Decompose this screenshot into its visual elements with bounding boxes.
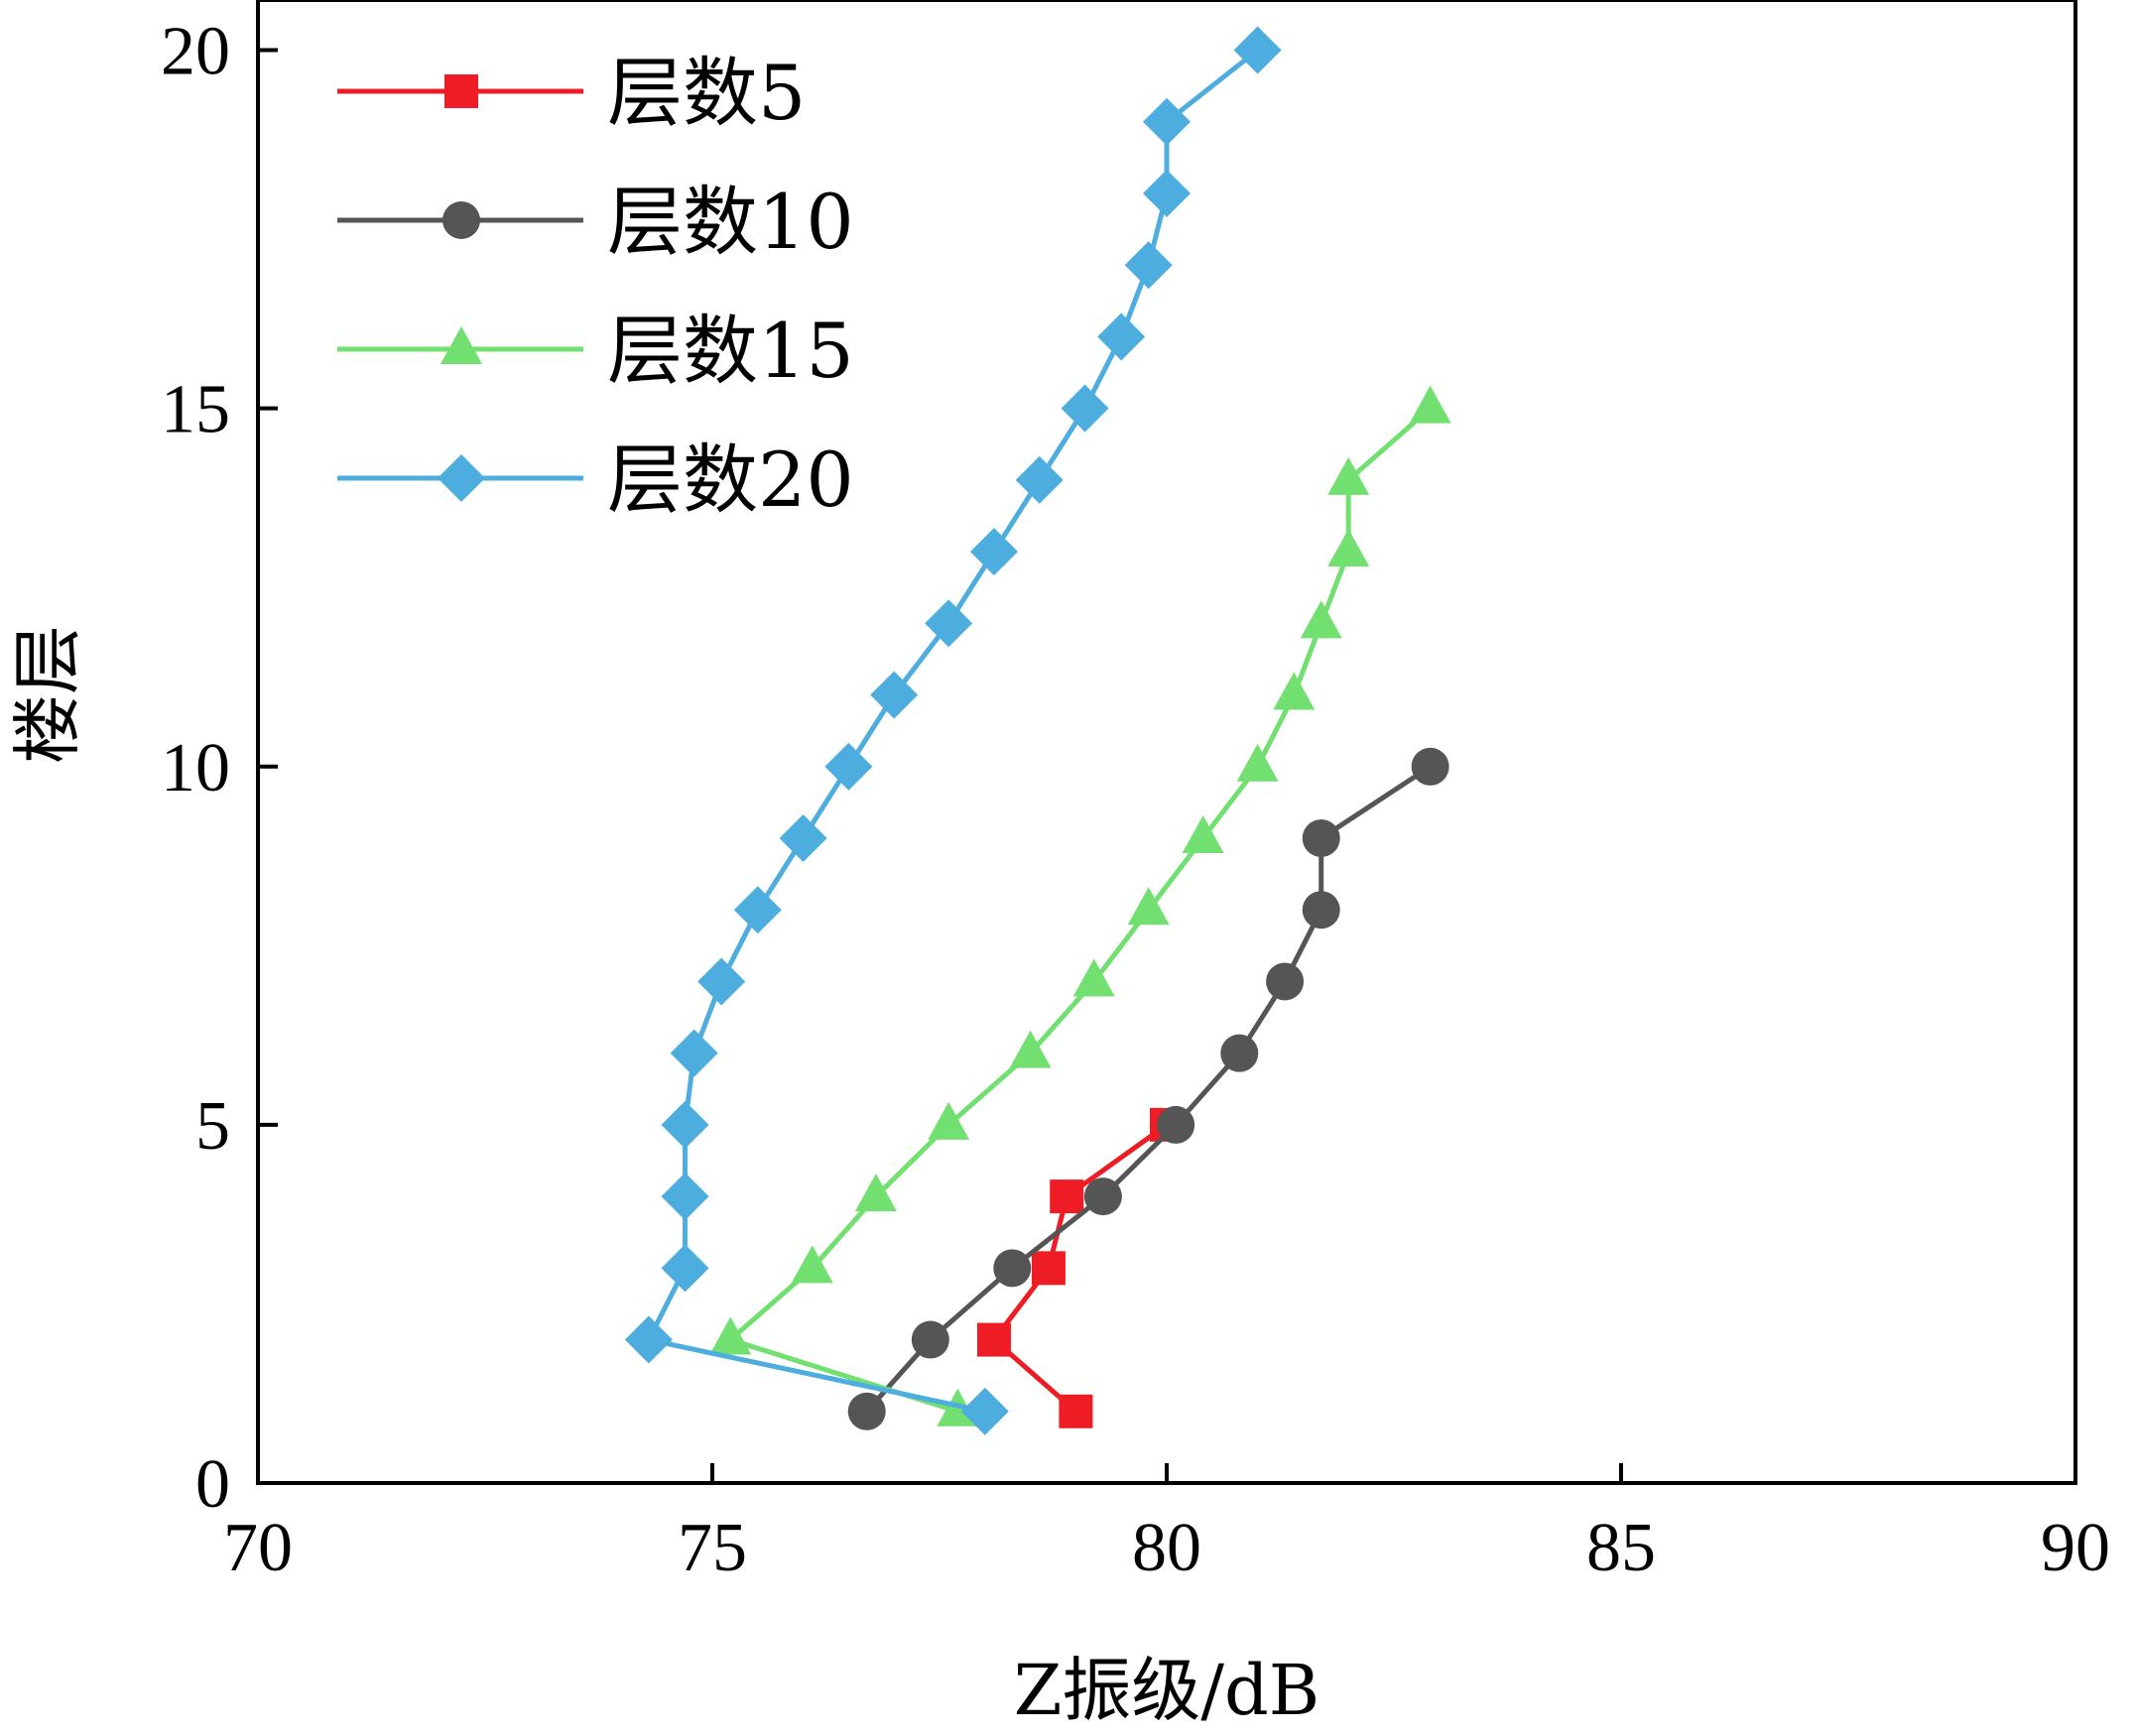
data-point	[1411, 747, 1449, 786]
y-tick-label: 10	[161, 730, 230, 806]
data-point	[1157, 1105, 1195, 1144]
data-point	[854, 1174, 897, 1212]
y-tick-label: 20	[161, 14, 230, 90]
series-layer	[624, 26, 1451, 1435]
x-tick-label: 75	[678, 1510, 747, 1586]
data-point	[1061, 384, 1109, 433]
x-tick-label: 70	[223, 1510, 293, 1586]
data-point	[1233, 26, 1282, 74]
data-point	[993, 1249, 1032, 1288]
y-tick-label: 5	[195, 1088, 230, 1165]
data-point	[1050, 1179, 1084, 1214]
data-point	[1302, 819, 1340, 857]
data-point	[661, 1244, 709, 1293]
y-axis: 0 5 10 15 20	[161, 14, 278, 1523]
data-point	[1273, 672, 1316, 710]
series-1	[976, 1107, 1184, 1428]
legend-label: 层数5	[607, 49, 806, 137]
y-axis-title: 楼层	[7, 625, 88, 764]
data-point	[1143, 170, 1191, 217]
data-point	[1031, 1251, 1066, 1286]
data-point	[1059, 1394, 1093, 1428]
y-tick-label: 0	[195, 1446, 230, 1523]
data-point	[847, 1392, 886, 1430]
data-point	[960, 1387, 1009, 1435]
data-point	[870, 671, 919, 719]
legend-item: 层数5	[337, 49, 806, 137]
data-point	[1127, 887, 1170, 926]
legend-marker	[438, 454, 485, 502]
data-point	[1220, 1034, 1259, 1072]
data-point	[709, 1316, 752, 1355]
data-point	[1300, 600, 1342, 639]
series-2	[847, 747, 1449, 1430]
x-axis-title: Z振级/dB	[1014, 1650, 1319, 1731]
legend-item: 层数15	[337, 307, 854, 395]
series-line	[864, 764, 1433, 1414]
x-tick-label: 85	[1586, 1510, 1656, 1586]
data-point	[911, 1320, 949, 1359]
x-axis: 70 75 80 85 90	[223, 1463, 2110, 1586]
data-point	[624, 1315, 673, 1364]
data-point	[925, 599, 973, 648]
data-point	[661, 1173, 709, 1221]
y-tick-label: 15	[161, 372, 230, 448]
data-point	[1124, 241, 1173, 290]
data-point	[1072, 958, 1115, 997]
data-point	[1266, 962, 1305, 1001]
data-point	[697, 957, 746, 1006]
data-point	[969, 528, 1018, 576]
legend-label: 层数15	[607, 307, 854, 395]
data-point	[1009, 1030, 1052, 1068]
data-point	[1302, 891, 1340, 930]
data-point	[1236, 743, 1279, 782]
series-3	[709, 385, 1451, 1426]
legend-label: 层数10	[607, 178, 854, 266]
x-tick-label: 90	[2041, 1510, 2110, 1586]
legend-marker	[444, 74, 478, 108]
data-point	[1143, 97, 1191, 146]
legend-item: 层数10	[337, 178, 854, 266]
data-point	[976, 1322, 1011, 1357]
data-point	[791, 1245, 833, 1284]
data-point	[824, 742, 873, 791]
data-point	[1327, 456, 1370, 495]
data-point	[1083, 1178, 1122, 1216]
data-point	[1409, 385, 1451, 424]
legend: 层数5 层数10 层数15 层数20	[337, 49, 854, 524]
series-4	[624, 26, 1282, 1435]
data-point	[670, 1029, 718, 1077]
data-point	[1097, 312, 1146, 361]
legend-label: 层数20	[607, 435, 854, 524]
data-point	[1015, 455, 1064, 504]
data-point	[661, 1100, 709, 1149]
data-point	[1327, 529, 1370, 567]
legend-marker	[440, 326, 482, 364]
data-point	[928, 1101, 970, 1140]
data-point	[1182, 815, 1224, 853]
legend-item: 层数20	[337, 435, 854, 524]
data-point	[779, 814, 827, 862]
data-point	[733, 886, 782, 934]
x-tick-label: 80	[1132, 1510, 1201, 1586]
legend-marker	[442, 201, 480, 239]
